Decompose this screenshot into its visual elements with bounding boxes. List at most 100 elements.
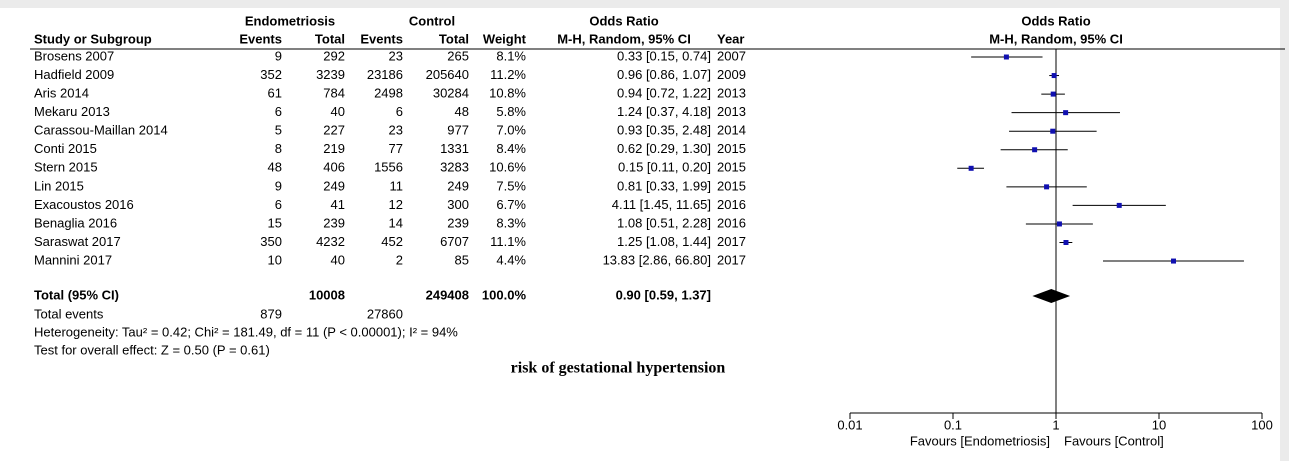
cell: 10008	[309, 287, 345, 302]
cell: 6	[275, 197, 282, 212]
cell: 6707	[440, 234, 469, 249]
cell: 61	[268, 86, 282, 101]
study-name: Aris 2014	[34, 86, 89, 101]
cell: 40	[331, 104, 345, 119]
cell: 30284	[433, 86, 469, 101]
cell: 2015	[717, 160, 746, 175]
header: Study or Subgroup	[34, 31, 152, 46]
cell: 7.0%	[496, 123, 526, 138]
cell: 0.96 [0.86, 1.07]	[617, 67, 711, 82]
cell: 40	[331, 252, 345, 267]
cell: 4232	[316, 234, 345, 249]
cell: 8	[275, 141, 282, 156]
header: M-H, Random, 95% CI	[557, 31, 691, 46]
cell: 249	[447, 178, 469, 193]
header: Control	[409, 13, 455, 28]
cell: 2017	[717, 252, 746, 267]
cell: 2013	[717, 86, 746, 101]
cell: 2015	[717, 178, 746, 193]
cell: 2014	[717, 123, 746, 138]
cell: 11.1%	[490, 234, 526, 249]
cell: 100.0%	[482, 287, 527, 302]
cell: 11.2%	[490, 67, 526, 82]
cell: 0.33 [0.15, 0.74]	[617, 48, 711, 63]
cell: 879	[260, 306, 282, 321]
favours-label: Favours [Endometriosis]	[910, 433, 1050, 448]
x-tick-label: 0.01	[837, 417, 862, 432]
header: Year	[717, 31, 744, 46]
cell: 12	[389, 197, 403, 212]
cell: 352	[260, 67, 282, 82]
cell: 77	[389, 141, 403, 156]
header: Total	[315, 31, 345, 46]
cell: 1.24 [0.37, 4.18]	[617, 104, 711, 119]
point-estimate	[1032, 147, 1038, 153]
cell: 23	[389, 123, 403, 138]
cell: 2015	[717, 141, 746, 156]
cell: 14	[389, 215, 403, 230]
study-name: Stern 2015	[34, 160, 98, 175]
header: Weight	[483, 31, 527, 46]
study-name: Brosens 2007	[34, 48, 114, 63]
header: Events	[360, 31, 403, 46]
cell: 406	[323, 160, 345, 175]
cell: 6	[396, 104, 403, 119]
cell: 205640	[426, 67, 469, 82]
cell: 23186	[367, 67, 403, 82]
favours-label: Favours [Control]	[1064, 433, 1164, 448]
cell: 0.81 [0.33, 1.99]	[617, 178, 711, 193]
study-name: Lin 2015	[34, 178, 84, 193]
x-tick-label: 100	[1251, 417, 1273, 432]
cell: 9	[275, 178, 282, 193]
header: Endometriosis	[245, 13, 335, 28]
cell: 8.1%	[496, 48, 526, 63]
cell: 48	[455, 104, 469, 119]
study-name: Mekaru 2013	[34, 104, 110, 119]
study-name: Hadfield 2009	[34, 67, 114, 82]
cell: 249408	[426, 287, 469, 302]
cell: 3239	[316, 67, 345, 82]
cell: 11	[390, 178, 404, 193]
cell: 292	[323, 48, 345, 63]
cell: 27860	[367, 306, 403, 321]
x-tick-label: 0.1	[944, 417, 962, 432]
cell: 4.4%	[496, 252, 526, 267]
cell: 227	[323, 123, 345, 138]
point-estimate	[1050, 91, 1056, 97]
cell: 1.08 [0.51, 2.28]	[617, 215, 711, 230]
cell: 5	[275, 123, 282, 138]
cell: 784	[323, 86, 345, 101]
cell: 0.94 [0.72, 1.22]	[617, 86, 711, 101]
cell: 10	[268, 252, 282, 267]
cell: 10.8%	[489, 86, 526, 101]
total-events: Total events	[34, 306, 104, 321]
study-name: Exacoustos 2016	[34, 197, 134, 212]
point-estimate	[1063, 110, 1069, 116]
total-name: Total (95% CI)	[34, 287, 119, 302]
cell: 0.93 [0.35, 2.48]	[617, 123, 711, 138]
cell: 0.90 [0.59, 1.37]	[616, 287, 711, 302]
study-name: Saraswat 2017	[34, 234, 121, 249]
x-tick-label: 10	[1152, 417, 1166, 432]
study-name: Conti 2015	[34, 141, 97, 156]
cell: 2016	[717, 215, 746, 230]
study-name: Benaglia 2016	[34, 215, 117, 230]
cell: 3283	[440, 160, 469, 175]
chart-title: risk of gestational hypertension	[511, 360, 726, 377]
cell: 2013	[717, 104, 746, 119]
point-estimate	[1056, 221, 1062, 227]
header: Events	[239, 31, 282, 46]
cell: 23	[389, 48, 403, 63]
cell: 452	[381, 234, 403, 249]
cell: 0.62 [0.29, 1.30]	[617, 141, 711, 156]
cell: 249	[323, 178, 345, 193]
cell: 10.6%	[489, 160, 526, 175]
point-estimate	[1051, 73, 1057, 79]
x-tick-label: 1	[1052, 417, 1059, 432]
point-estimate	[1044, 184, 1050, 190]
point-estimate	[1050, 128, 1056, 134]
cell: 8.4%	[496, 141, 526, 156]
cell: 2016	[717, 197, 746, 212]
cell: 350	[260, 234, 282, 249]
